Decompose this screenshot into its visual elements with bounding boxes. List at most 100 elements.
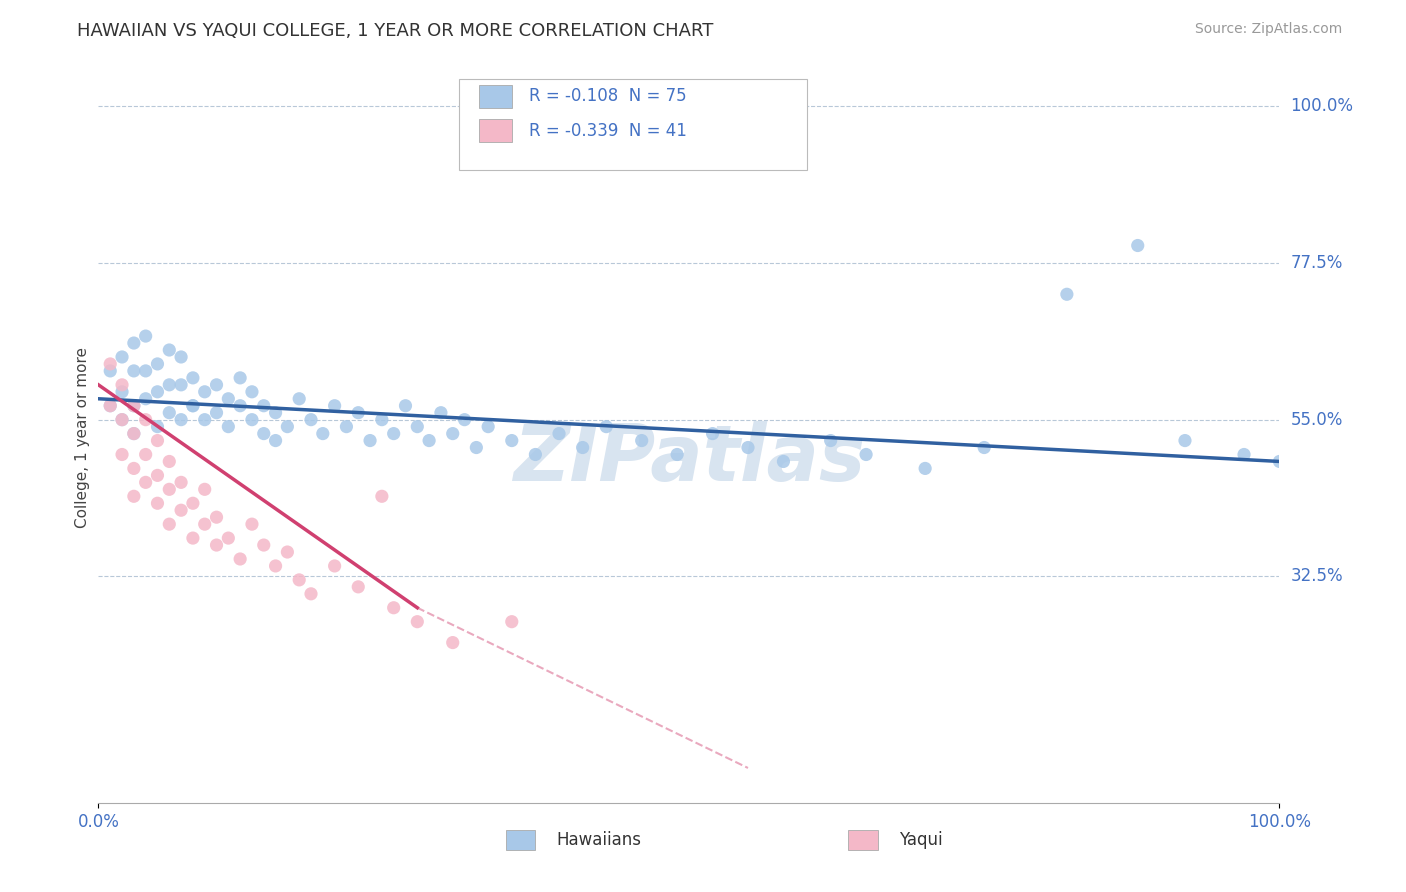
Point bbox=[737, 441, 759, 455]
Text: Source: ZipAtlas.com: Source: ZipAtlas.com bbox=[1195, 22, 1343, 37]
Point bbox=[181, 399, 204, 413]
Point bbox=[299, 412, 322, 426]
Point bbox=[194, 517, 217, 532]
Point bbox=[122, 399, 145, 413]
Point bbox=[122, 364, 145, 378]
Point bbox=[430, 406, 453, 420]
Point bbox=[157, 406, 180, 420]
Point bbox=[146, 468, 169, 483]
Point bbox=[382, 600, 405, 615]
Point bbox=[157, 454, 180, 468]
Text: 32.5%: 32.5% bbox=[1291, 567, 1343, 585]
Bar bbox=[478, 85, 512, 108]
Point bbox=[1174, 434, 1197, 448]
Point bbox=[914, 461, 936, 475]
Point bbox=[406, 419, 429, 434]
Point bbox=[382, 426, 405, 441]
Text: Yaqui: Yaqui bbox=[900, 831, 943, 849]
Text: 77.5%: 77.5% bbox=[1291, 254, 1343, 272]
Point bbox=[146, 419, 169, 434]
Point bbox=[194, 412, 217, 426]
Point bbox=[194, 384, 217, 399]
Point bbox=[122, 426, 145, 441]
Point bbox=[205, 377, 228, 392]
Point bbox=[240, 412, 263, 426]
Point bbox=[240, 517, 263, 532]
Point bbox=[157, 483, 180, 497]
Point bbox=[441, 426, 464, 441]
Point bbox=[181, 496, 204, 510]
Point bbox=[98, 399, 121, 413]
Point bbox=[571, 441, 593, 455]
Point bbox=[135, 392, 157, 406]
Point bbox=[157, 377, 180, 392]
Point bbox=[135, 448, 157, 462]
Point bbox=[170, 475, 193, 490]
Point bbox=[288, 392, 311, 406]
Point bbox=[253, 538, 276, 552]
Point bbox=[323, 399, 346, 413]
Point bbox=[229, 371, 252, 385]
Text: 100.0%: 100.0% bbox=[1291, 97, 1354, 115]
Point bbox=[111, 412, 134, 426]
Point bbox=[181, 399, 204, 413]
Point bbox=[135, 329, 157, 343]
Point bbox=[111, 412, 134, 426]
Point bbox=[501, 434, 523, 448]
Point bbox=[371, 489, 394, 503]
Text: 55.0%: 55.0% bbox=[1291, 410, 1343, 429]
Point bbox=[146, 434, 169, 448]
Point bbox=[477, 419, 499, 434]
Point bbox=[229, 552, 252, 566]
Point bbox=[181, 531, 204, 545]
Text: R = -0.339  N = 41: R = -0.339 N = 41 bbox=[530, 121, 688, 140]
Point bbox=[1126, 238, 1149, 252]
Point bbox=[666, 448, 689, 462]
Point bbox=[98, 399, 121, 413]
Point bbox=[217, 392, 239, 406]
Text: Hawaiians: Hawaiians bbox=[557, 831, 641, 849]
Point bbox=[181, 371, 204, 385]
Point bbox=[524, 448, 547, 462]
Point bbox=[630, 434, 652, 448]
Point bbox=[394, 399, 416, 413]
Point bbox=[465, 441, 488, 455]
Point bbox=[111, 384, 134, 399]
Bar bbox=[848, 830, 877, 850]
Point bbox=[359, 434, 381, 448]
Point bbox=[276, 419, 298, 434]
Point bbox=[299, 587, 322, 601]
Point bbox=[205, 538, 228, 552]
Point bbox=[820, 434, 842, 448]
Point bbox=[111, 350, 134, 364]
Point bbox=[194, 483, 217, 497]
Point bbox=[501, 615, 523, 629]
Point bbox=[146, 384, 169, 399]
Point bbox=[371, 412, 394, 426]
Point bbox=[548, 426, 571, 441]
Point bbox=[418, 434, 440, 448]
Point bbox=[146, 496, 169, 510]
Point bbox=[170, 350, 193, 364]
Point bbox=[217, 531, 239, 545]
Point bbox=[1233, 448, 1256, 462]
Point bbox=[347, 406, 370, 420]
Point bbox=[135, 364, 157, 378]
Point bbox=[229, 399, 252, 413]
Point bbox=[135, 475, 157, 490]
Bar bbox=[506, 830, 536, 850]
Point bbox=[595, 419, 617, 434]
Text: HAWAIIAN VS YAQUI COLLEGE, 1 YEAR OR MORE CORRELATION CHART: HAWAIIAN VS YAQUI COLLEGE, 1 YEAR OR MOR… bbox=[77, 22, 714, 40]
Point bbox=[264, 434, 287, 448]
Point bbox=[170, 412, 193, 426]
Point bbox=[157, 343, 180, 357]
Point bbox=[135, 412, 157, 426]
Point bbox=[157, 517, 180, 532]
Text: ZIPatlas: ZIPatlas bbox=[513, 421, 865, 497]
Point bbox=[323, 558, 346, 573]
Point bbox=[98, 357, 121, 371]
Point bbox=[406, 615, 429, 629]
Point bbox=[264, 406, 287, 420]
Point bbox=[122, 426, 145, 441]
Point bbox=[170, 377, 193, 392]
